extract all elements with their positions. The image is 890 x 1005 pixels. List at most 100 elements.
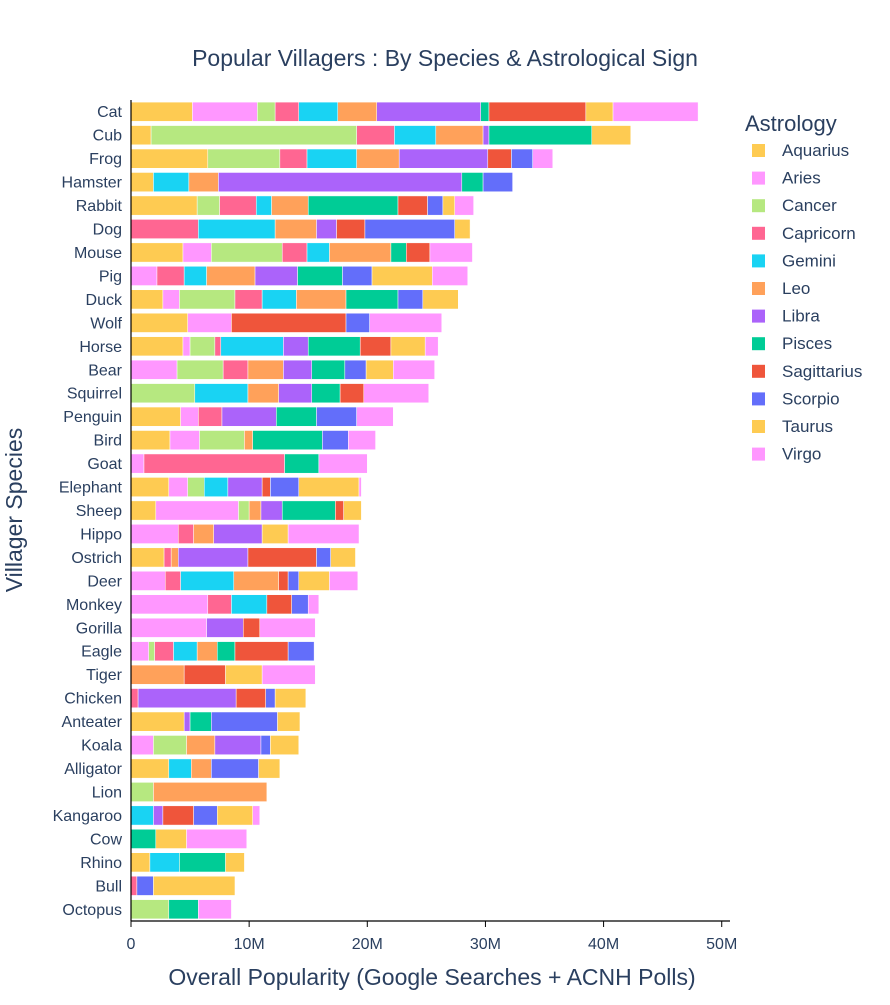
bar-elephant-sagittarius	[261, 477, 271, 497]
legend-item-aquarius[interactable]: Aquarius	[752, 141, 849, 160]
bar-bear-capricorn	[222, 359, 249, 380]
bar-bear-cancer	[176, 359, 224, 380]
bar-frog-gemini	[306, 148, 357, 169]
legend-label: Virgo	[782, 445, 821, 464]
bar-bear-virgo	[393, 359, 435, 380]
y-tick-label: Wolf	[90, 315, 122, 332]
legend-label: Scorpio	[782, 389, 840, 408]
bar-pig-gemini	[183, 266, 207, 286]
bar-rhino-pisces	[179, 852, 226, 873]
bar-alligator-gemini	[168, 758, 192, 779]
bar-elephant-libra	[227, 477, 263, 497]
bar-koala-cancer	[153, 735, 187, 755]
bar-bird-cancer	[199, 430, 245, 450]
bar-bear-leo	[247, 359, 284, 380]
bar-cow-taurus	[155, 829, 187, 849]
y-tick-label: Hippo	[80, 526, 122, 543]
bar-wolf-aries	[187, 312, 232, 333]
y-tick-label: Cow	[90, 831, 122, 848]
bar-goat-aries	[130, 453, 145, 474]
bar-frog-capricorn	[279, 148, 308, 169]
bar-deer-virgo	[329, 571, 359, 591]
bar-mouse-sagittarius	[406, 242, 431, 263]
bar-horse-taurus	[390, 336, 426, 357]
bar-anteater-taurus	[277, 711, 301, 732]
bar-dog-libra	[316, 219, 337, 239]
bar-cat-cancer	[257, 101, 276, 122]
legend-item-leo[interactable]: Leo	[752, 279, 810, 298]
bar-cat-taurus	[585, 101, 614, 122]
bar-dog-gemini	[198, 219, 276, 239]
bar-deer-taurus	[298, 571, 330, 591]
bar-squirrel-gemini	[194, 383, 249, 404]
bar-ostrich-capricorn	[163, 547, 172, 568]
bar-ostrich-taurus	[330, 547, 356, 568]
bar-bear-pisces	[311, 359, 346, 380]
legend-item-scorpio[interactable]: Scorpio	[752, 389, 840, 408]
bar-tiger-sagittarius	[183, 664, 226, 685]
bar-deer-capricorn	[165, 571, 181, 591]
bar-sheep-aquarius	[130, 500, 157, 521]
bar-mouse-cancer	[211, 242, 283, 263]
legend-item-taurus[interactable]: Taurus	[752, 417, 833, 436]
bar-frog-leo	[356, 148, 400, 169]
legend-item-gemini[interactable]: Gemini	[752, 251, 836, 270]
x-tick-label: 0	[127, 936, 136, 953]
bar-elephant-scorpio	[270, 477, 300, 497]
bar-horse-virgo	[424, 336, 439, 357]
legend-item-libra[interactable]: Libra	[752, 307, 820, 326]
bar-hippo-libra	[213, 524, 263, 544]
y-tick-label: Horse	[79, 339, 122, 356]
x-tick-label: 10M	[234, 936, 265, 953]
bar-cub-cancer	[150, 125, 357, 146]
bar-rhino-aquarius	[130, 852, 151, 873]
bar-tiger-taurus	[225, 664, 263, 685]
y-axis-label: Villager Species	[1, 428, 27, 593]
legend-item-capricorn[interactable]: Capricorn	[752, 224, 856, 243]
bar-pig-leo	[206, 266, 256, 286]
bar-cat-aquarius	[130, 101, 193, 122]
bar-eagle-scorpio	[287, 641, 315, 662]
bar-cub-pisces	[488, 125, 593, 146]
bar-pig-aries	[130, 266, 158, 286]
legend-item-aries[interactable]: Aries	[752, 169, 821, 188]
bar-eagle-sagittarius	[234, 641, 289, 662]
bar-sheep-libra	[260, 500, 283, 521]
bar-dog-scorpio	[364, 219, 455, 239]
y-tick-label: Duck	[86, 292, 123, 309]
bar-kangaroo-scorpio	[193, 805, 218, 826]
bar-bull-capricorn	[130, 875, 138, 896]
bar-rabbit-leo	[271, 195, 309, 216]
legend-swatch	[752, 254, 765, 268]
bar-cat-aries	[192, 101, 258, 122]
bar-dog-capricorn	[130, 219, 199, 239]
bar-tiger-leo	[130, 664, 185, 685]
legend-item-sagittarius[interactable]: Sagittarius	[752, 362, 862, 381]
bar-eagle-cancer	[148, 641, 155, 662]
y-tick-label: Mouse	[74, 245, 122, 262]
y-tick-label: Ostrich	[71, 550, 122, 567]
bar-cub-taurus	[591, 125, 632, 146]
bar-cat-virgo	[612, 101, 699, 122]
legend-title: Astrology	[745, 111, 837, 136]
bar-horse-sagittarius	[359, 336, 392, 357]
legend-swatch	[752, 199, 765, 213]
y-tick-label: Cub	[93, 128, 122, 145]
y-tick-label: Tiger	[86, 667, 123, 684]
bar-bear-aries	[130, 359, 178, 380]
legend-item-pisces[interactable]: Pisces	[752, 334, 832, 353]
bar-mouse-gemini	[306, 242, 330, 263]
bar-lion-leo	[153, 782, 268, 802]
y-tick-label: Eagle	[81, 644, 122, 661]
bar-chicken-sagittarius	[235, 688, 266, 709]
bar-horse-gemini	[220, 336, 284, 357]
bar-monkey-scorpio	[291, 594, 309, 615]
bar-bear-libra	[283, 359, 313, 380]
bar-bird-pisces	[252, 430, 323, 450]
legend-swatch	[752, 309, 765, 323]
legend-item-virgo[interactable]: Virgo	[752, 445, 821, 464]
bar-elephant-gemini	[204, 477, 229, 497]
bar-ostrich-libra	[178, 547, 249, 568]
bar-duck-capricorn	[234, 289, 263, 310]
legend-item-cancer[interactable]: Cancer	[752, 196, 837, 215]
